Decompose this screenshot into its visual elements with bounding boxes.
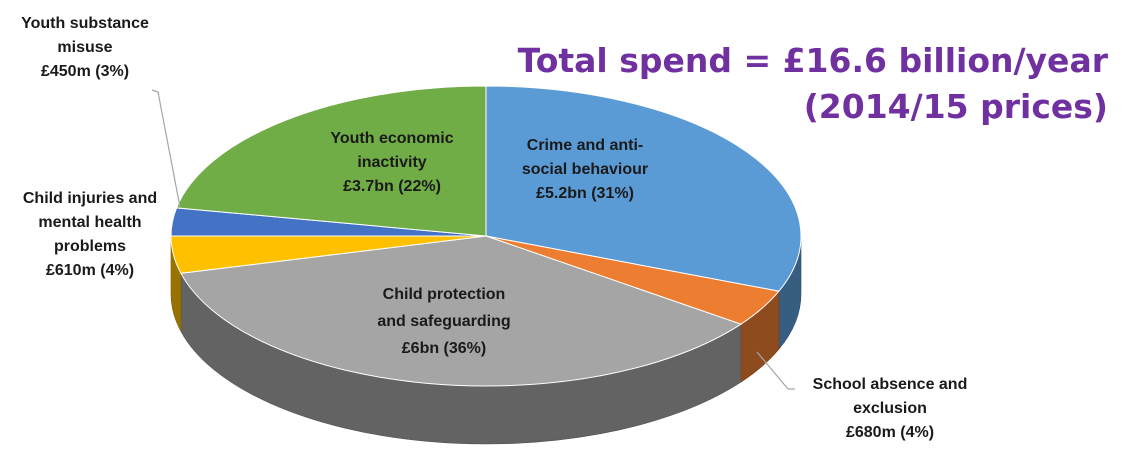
slice-labels: Crime and anti-social behaviour £5.2bn (3… [21, 15, 967, 441]
leader-line-school [756, 351, 795, 390]
label-injuries-line-4: £610m (4%) [46, 262, 134, 279]
slice-protection [180, 235, 742, 387]
label-substance-line-2: misuse [57, 39, 112, 56]
label-injuries-line-2: mental health [38, 214, 141, 231]
label-crime-line-3: £5.2bn (31%) [536, 185, 634, 202]
label-protection-line-1: Child protection [383, 286, 506, 303]
label-crime-line-1: Crime and anti- [527, 137, 643, 154]
slice-crime [485, 85, 802, 292]
label-school-line-2: exclusion [853, 400, 927, 417]
leader-lines [151, 89, 795, 390]
label-injuries-line-1: Child injuries and [23, 190, 157, 207]
label-substance-line-1: Youth substance [21, 15, 149, 32]
label-economic-line-2: inactivity [357, 154, 426, 171]
label-protection-line-2: and safeguarding [377, 313, 510, 330]
label-injuries-line-3: problems [54, 238, 126, 255]
chart-title: Total spend = £16.6 billion/year [518, 41, 1109, 80]
leader-line-substance [151, 89, 181, 208]
chart-subtitle: (2014/15 prices) [804, 87, 1108, 126]
label-crime-line-2: social behaviour [522, 161, 648, 178]
label-school-line-3: £680m (4%) [846, 424, 934, 441]
slice-economic [175, 85, 487, 237]
label-school-line-1: School absence and [813, 376, 968, 393]
pie-top-layer [170, 85, 802, 387]
label-economic-line-3: £3.7bn (22%) [343, 178, 441, 195]
label-protection-line-3: £6bn (36%) [402, 340, 486, 357]
label-substance-line-3: £450m (3%) [41, 63, 129, 80]
label-economic-line-1: Youth economic [330, 130, 453, 147]
